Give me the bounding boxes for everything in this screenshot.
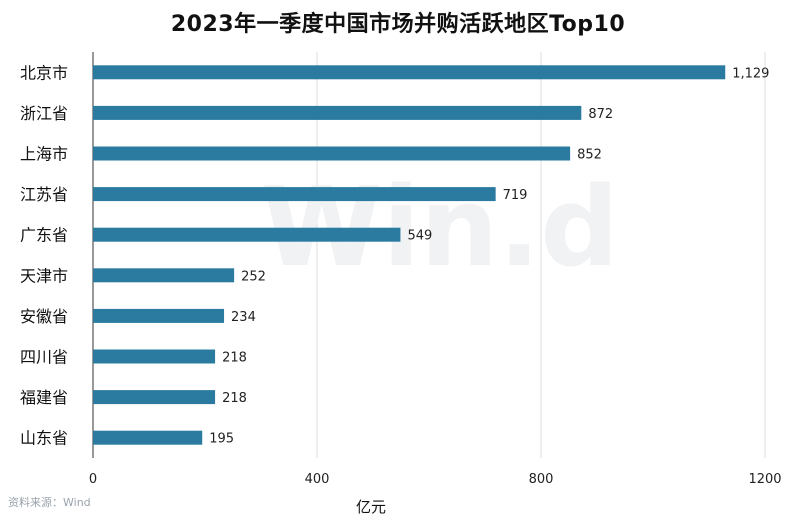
- category-label: 福建省: [20, 388, 68, 407]
- bar: [93, 65, 726, 80]
- value-labels: 1,129 872 852 719 549 252 234 218 218 195: [209, 66, 769, 446]
- bar: [93, 227, 401, 242]
- source-note: 资料来源：Wind: [8, 496, 91, 509]
- data-label: 218: [222, 351, 247, 366]
- data-label: 195: [209, 432, 234, 447]
- bar: [93, 187, 496, 202]
- data-label: 852: [577, 148, 602, 163]
- data-label: 1,129: [732, 66, 769, 81]
- watermark-text: Win.d: [261, 163, 619, 291]
- bar: [93, 430, 203, 445]
- category-label: 四川省: [20, 348, 68, 367]
- x-tick-label: 800: [529, 472, 554, 487]
- data-label: 218: [222, 391, 247, 406]
- category-label: 安徽省: [20, 307, 68, 326]
- category-label: 北京市: [20, 63, 68, 82]
- chart-title: 2023年一季度中国市场并购活跃地区Top10: [170, 12, 626, 37]
- bars: [93, 65, 726, 445]
- category-label: 江苏省: [20, 185, 68, 204]
- category-label: 浙江省: [20, 104, 68, 123]
- bar: [93, 349, 216, 364]
- bar: [93, 390, 216, 405]
- data-label: 549: [407, 229, 432, 244]
- x-tick-label: 0: [89, 472, 97, 487]
- data-label: 234: [231, 310, 256, 325]
- bar: [93, 268, 235, 283]
- category-label: 广东省: [20, 226, 68, 245]
- category-label: 山东省: [20, 429, 68, 448]
- bar: [93, 308, 225, 323]
- x-axis-label: 亿元: [356, 498, 387, 516]
- category-label: 上海市: [20, 145, 68, 164]
- data-label: 719: [503, 188, 528, 203]
- data-label: 252: [241, 269, 266, 284]
- x-tick-label: 1200: [748, 472, 781, 487]
- bar: [93, 146, 571, 161]
- data-label: 872: [588, 107, 613, 122]
- bar: [93, 105, 582, 120]
- category-label: 天津市: [20, 266, 68, 285]
- x-tick-label: 400: [305, 472, 330, 487]
- x-axis-ticks: 0 400 800 1200: [89, 472, 782, 487]
